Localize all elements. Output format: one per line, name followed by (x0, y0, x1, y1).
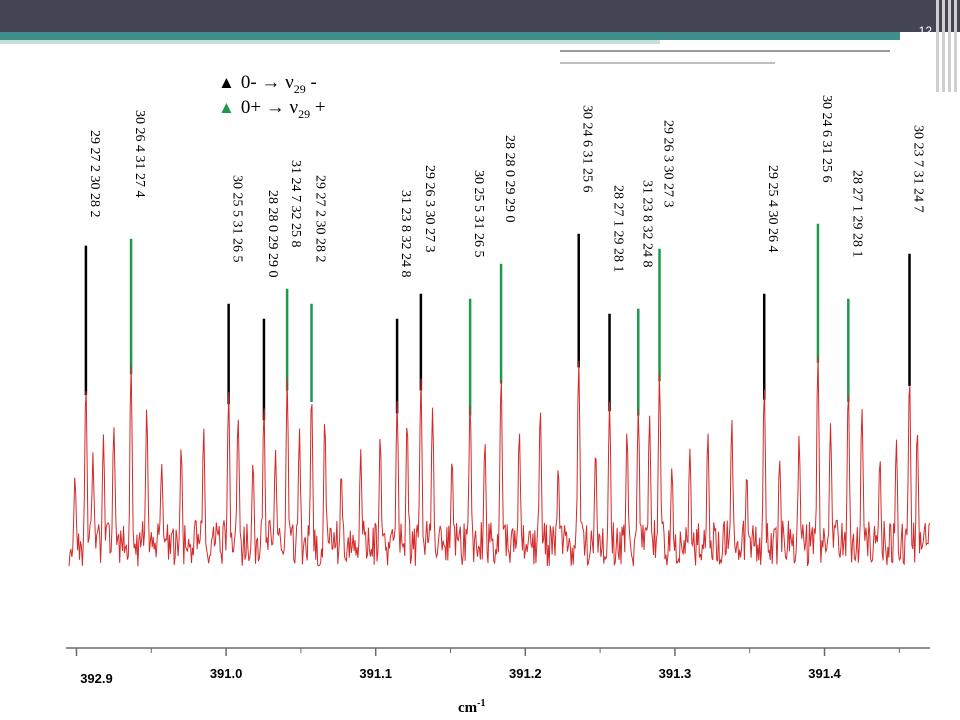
x-axis-label-text: cm (458, 700, 478, 716)
legend-text: 0- → ν (240, 72, 294, 93)
annotation-label: 30 24 6 31 25 6 (819, 95, 834, 183)
slide-accent-stripe (0, 40, 660, 44)
x-axis-label-superscript: -1 (477, 698, 485, 709)
legend-text: 0+ → ν (240, 97, 299, 118)
annotation-label: 28 27 1 29 28 1 (611, 185, 626, 273)
legend-suffix: - (305, 72, 317, 93)
annotation-label: 29 27 2 30 28 2 (313, 175, 328, 263)
slide-page-number: 12 (918, 24, 932, 38)
annotation-label: 29 25 4 30 26 4 (765, 165, 780, 253)
slide-decorative-bars (932, 0, 960, 92)
legend-subscript: 29 (293, 81, 306, 96)
annotation-label: 30 23 7 31 24 7 (911, 125, 926, 213)
legend-item-black: ▲ 0- → ν29 - (218, 72, 317, 97)
x-tick-label: 391.3 (659, 666, 692, 681)
annotation-label: 30 26 4 31 27 4 (132, 110, 147, 198)
annotation-label: 31 23 8 32 24 8 (398, 190, 413, 278)
x-tick-label: 391.0 (210, 666, 243, 681)
slide-accent-line (560, 44, 890, 52)
annotation-label: 30 25 5 31 26 5 (471, 170, 486, 257)
slide-header-bar (0, 0, 960, 32)
x-axis-label: cm-1 (458, 698, 486, 716)
annotation-label: 31 24 7 32 25 8 (288, 160, 303, 248)
triangle-green-icon: ▲ (218, 98, 235, 117)
annotation-label: 28 28 0 29 29 0 (265, 190, 280, 278)
spectrum-line (68, 355, 931, 567)
x-tick-label: 392.9 (80, 671, 113, 686)
annotation-label: 29 27 2 30 28 2 (87, 130, 102, 218)
annotation-label: 28 28 0 29 29 0 (502, 135, 517, 223)
annotation-label: 29 26 3 30 27 3 (422, 165, 437, 253)
annotation-lines (84, 223, 911, 421)
annotation-label: 29 26 3 30 27 3 (661, 120, 676, 208)
legend-suffix: + (310, 97, 326, 118)
x-tick-label: 391.2 (509, 666, 542, 681)
annotation-label: 30 25 5 31 26 5 (230, 175, 245, 263)
x-axis-ticks (75, 648, 900, 656)
x-axis-tick-labels: 392.9 391.0 391.1 391.2 391.3 391.4 (80, 666, 841, 686)
x-tick-label: 391.4 (808, 666, 841, 681)
annotation-label: 28 27 1 29 28 1 (849, 170, 864, 258)
annotation-label: 31 23 8 32 24 8 (639, 180, 654, 268)
annotation-label: 30 24 6 31 25 6 (580, 105, 595, 193)
slide-accent-line-short (560, 54, 775, 64)
legend-subscript: 29 (298, 106, 311, 121)
slide-accent-bar (0, 32, 900, 40)
legend-item-green: ▲ 0+ → ν29 + (218, 97, 326, 122)
annotation-labels: 29 27 2 30 28 2 30 26 4 31 27 4 30 25 5 31… (87, 95, 926, 278)
x-tick-label: 391.1 (359, 666, 392, 681)
triangle-black-icon: ▲ (218, 73, 235, 92)
